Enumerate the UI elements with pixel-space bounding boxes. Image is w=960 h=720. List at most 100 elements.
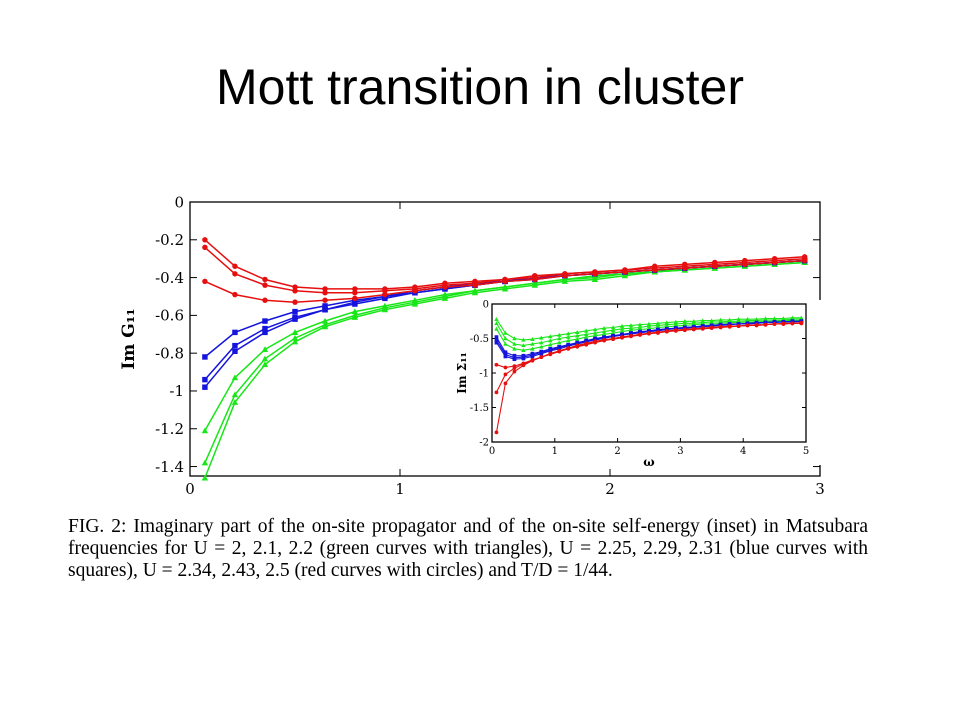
inset-point-green	[592, 330, 598, 335]
inset-point-green	[575, 336, 580, 341]
inset-x-tick-label: 3	[677, 446, 683, 457]
inset-point-green	[566, 331, 571, 336]
inset-point-blue	[512, 357, 517, 362]
main-point-blue	[262, 325, 268, 332]
inset-y-tick-label: -0.5	[470, 334, 489, 345]
inset-point-red	[512, 366, 517, 371]
inset-point-green	[557, 332, 562, 337]
main-point-red	[622, 267, 628, 273]
inset-point-green	[584, 328, 589, 333]
inset-point-green	[646, 323, 652, 328]
inset-point-green	[503, 330, 508, 335]
main-point-blue	[262, 329, 268, 336]
inset-point-blue	[521, 356, 526, 361]
main-y-tick-label: -1.4	[155, 458, 184, 476]
inset-point-red	[790, 321, 795, 326]
main-point-red	[202, 278, 208, 285]
inset-point-red	[629, 333, 633, 338]
inset-point-green	[628, 325, 634, 330]
main-point-green	[561, 276, 569, 283]
inset-point-green	[682, 319, 687, 324]
inset-point-green	[494, 316, 499, 321]
inset-point-green	[548, 342, 553, 347]
main-x-tick-label: 1	[395, 480, 405, 498]
main-point-green	[291, 334, 299, 341]
inset-point-red	[656, 330, 660, 335]
inset-point-green	[610, 325, 616, 330]
main-point-red	[352, 295, 358, 302]
main-y-tick-label: -0.2	[155, 231, 184, 249]
figure-caption: FIG. 2: Imaginary part of the on-site pr…	[68, 516, 868, 581]
inset-point-green	[530, 341, 535, 346]
inset-point-red	[503, 381, 508, 386]
main-point-green	[261, 361, 269, 368]
inset-y-tick-label: -1.5	[470, 403, 489, 414]
inset-point-green	[610, 328, 616, 332]
main-point-green	[351, 308, 359, 315]
main-point-green	[441, 291, 449, 298]
inset-point-green	[601, 325, 607, 330]
main-point-blue	[232, 329, 238, 336]
inset-point-green	[637, 322, 643, 327]
inset-point-blue	[736, 322, 741, 326]
main-point-green	[411, 297, 419, 303]
inset-y-axis-title: Im Σ₁₁	[455, 352, 469, 393]
main-point-green	[351, 312, 359, 318]
main-y-tick-label: -0.6	[155, 307, 184, 325]
inset-point-blue	[530, 354, 535, 359]
main-point-red	[562, 271, 568, 277]
inset-point-green	[673, 321, 679, 326]
main-chart-svg: 0 1 2 3 0 -0.2 -0.4 -0.6 -0.8 -1 -1.2 -1.4 ω Im G₁₁ 0…	[119, 193, 825, 515]
inset-point-green	[557, 336, 562, 341]
main-point-green	[381, 302, 389, 309]
inset-point-red	[512, 369, 517, 374]
inset-point-green	[575, 333, 580, 338]
inset-point-red	[566, 346, 571, 351]
inset-point-red	[638, 332, 642, 337]
inset-y-tick-label: -1	[479, 369, 489, 380]
main-y-tick-label: -1	[169, 382, 184, 400]
main-point-red	[592, 269, 598, 275]
main-point-green	[471, 287, 479, 294]
main-point-blue	[262, 318, 268, 324]
inset-x-tick-label: 2	[614, 446, 620, 457]
main-point-green	[261, 346, 269, 352]
inset-point-green	[619, 323, 625, 328]
main-point-red	[801, 254, 808, 260]
inset-point-blue	[566, 344, 571, 348]
inset-point-green	[566, 334, 571, 339]
inset-point-green	[592, 327, 598, 332]
inset-point-green	[584, 332, 589, 337]
inset-point-green	[548, 338, 553, 343]
main-point-red	[322, 286, 328, 292]
inset-point-red	[539, 355, 544, 359]
slide-title: Mott transition in cluster	[216, 59, 744, 115]
inset-point-blue	[763, 320, 768, 325]
inset-point-red	[530, 358, 535, 363]
main-point-red	[262, 297, 268, 303]
inset-point-blue	[503, 350, 508, 355]
inset-point-blue	[620, 333, 624, 337]
inset-point-red	[494, 362, 499, 367]
inset-point-blue	[503, 352, 508, 357]
inset-point-green	[682, 321, 687, 326]
main-x-tick-label: 0	[185, 480, 195, 498]
inset-point-green	[503, 341, 508, 346]
main-point-red	[232, 271, 238, 277]
inset-chart: 0 1 2 3 4 5 0 -0.5 -1 -1.5 -2 ω Im Σ₁₁	[455, 300, 809, 470]
inset-point-green	[521, 343, 526, 348]
main-point-green	[531, 280, 539, 286]
inset-y-tick-label: -2	[479, 438, 489, 449]
inset-point-red	[691, 326, 696, 331]
inset-point-green	[601, 329, 607, 334]
main-point-red	[322, 297, 328, 303]
inset-point-red	[754, 322, 759, 327]
inset-point-red	[709, 325, 714, 330]
inset-point-red	[745, 323, 750, 328]
inset-point-green	[592, 333, 598, 338]
inset-point-green	[673, 319, 679, 324]
inset-point-green	[557, 340, 562, 345]
inset-point-red	[584, 341, 589, 346]
main-point-red	[202, 244, 208, 251]
inset-x-axis-title: ω	[643, 455, 654, 469]
